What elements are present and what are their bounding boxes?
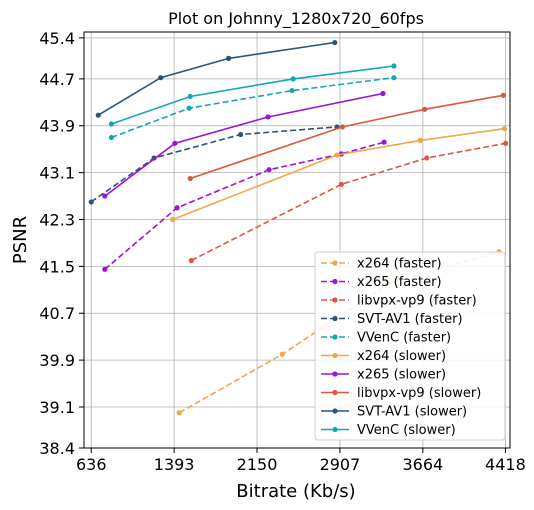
- legend-label: x265 (slower): [357, 368, 446, 383]
- data-point: [332, 39, 338, 46]
- data-point: [158, 75, 164, 81]
- x-tick-label: 2150: [237, 455, 278, 474]
- x-axis-label: Bitrate (Kb/s): [236, 481, 355, 502]
- data-point: [186, 105, 192, 111]
- series-7: [187, 92, 507, 182]
- data-point: [381, 139, 387, 145]
- data-point: [176, 410, 182, 416]
- data-point: [290, 76, 296, 82]
- x-axis-ticks: 636 1393 2150 2907 3664 4418: [76, 448, 526, 474]
- y-axis-label: PSNR: [10, 216, 31, 264]
- y-tick-label: 43.9: [39, 117, 75, 136]
- data-point: [88, 199, 94, 205]
- series-line: [104, 92, 384, 197]
- series-line: [189, 94, 504, 180]
- series-6: [102, 90, 386, 199]
- legend-label: VVenC (slower): [357, 423, 456, 438]
- y-axis-ticks: 38.4 39.1 39.9 40.7 41.5 42.3 43.1 43.9 44.7 45.4: [39, 29, 84, 458]
- data-point: [170, 216, 176, 223]
- data-point: [102, 193, 108, 199]
- x-tick-label: 2907: [320, 455, 361, 474]
- legend-label: x264 (faster): [357, 257, 442, 272]
- legend-marker: [332, 334, 338, 340]
- series-line: [90, 126, 338, 203]
- y-tick-label: 44.7: [39, 70, 75, 89]
- data-point: [102, 266, 108, 272]
- legend-label: x265 (faster): [357, 275, 442, 290]
- data-point: [391, 63, 397, 69]
- legend-label: x264 (slower): [357, 349, 446, 364]
- legend-box: [314, 251, 506, 441]
- y-tick-label: 39.9: [39, 351, 75, 370]
- data-point: [391, 75, 397, 81]
- series-line: [190, 142, 506, 262]
- y-tick-label: 42.3: [39, 210, 75, 229]
- legend-label: SVT-AV1 (faster): [357, 312, 463, 327]
- data-point: [501, 126, 508, 132]
- data-point: [108, 134, 114, 141]
- data-point: [238, 131, 244, 138]
- y-tick-label: 40.7: [39, 304, 75, 323]
- data-point: [380, 90, 386, 97]
- legend-marker: [332, 315, 338, 322]
- data-point: [187, 93, 193, 100]
- data-point: [424, 155, 430, 161]
- series-line: [97, 41, 335, 116]
- plot-frame: [83, 31, 511, 449]
- y-tick-label: 45.4: [39, 29, 75, 48]
- legend-label: VVenC (faster): [357, 331, 451, 346]
- legend-label: libvpx-vp9 (faster): [357, 294, 477, 309]
- data-point: [187, 175, 193, 182]
- y-tick-label: 39.1: [39, 398, 75, 417]
- data-point: [225, 55, 232, 61]
- legend-marker: [332, 408, 338, 414]
- data-point: [172, 140, 178, 146]
- data-point: [338, 181, 344, 187]
- data-point: [339, 124, 346, 130]
- data-point: [500, 92, 507, 98]
- data-point: [188, 257, 194, 264]
- series-line: [172, 127, 505, 221]
- data-point: [265, 114, 271, 120]
- series-9: [108, 63, 397, 127]
- series-3: [88, 124, 340, 205]
- series-5: [170, 126, 508, 223]
- y-tick-label: 38.4: [39, 439, 75, 458]
- legend-marker: [332, 371, 338, 377]
- x-tick-label: 4418: [485, 455, 526, 474]
- x-tick-label: 3664: [402, 455, 443, 474]
- data-point: [334, 152, 340, 158]
- series-line: [111, 65, 395, 125]
- legend-label: libvpx-vp9 (slower): [357, 386, 481, 401]
- legend-marker: [332, 389, 338, 396]
- legend-marker: [332, 352, 338, 359]
- chart-title: Plot on Johnny_1280x720_60fps: [168, 9, 424, 29]
- data-point: [289, 87, 295, 94]
- legend: x264 (faster) x265 (faster) libvpx-vp9 (fa…: [314, 251, 506, 441]
- legend-marker: [332, 260, 338, 266]
- x-tick-label: 636: [76, 455, 107, 474]
- data-point: [279, 351, 285, 357]
- y-tick-label: 41.5: [39, 257, 75, 276]
- series-line: [111, 76, 395, 139]
- data-point: [266, 167, 272, 173]
- data-point: [174, 205, 180, 211]
- x-tick-label: 1393: [154, 455, 195, 474]
- series-2: [188, 140, 509, 264]
- legend-marker: [332, 426, 338, 433]
- series-8: [95, 39, 338, 118]
- series-4: [108, 75, 397, 141]
- legend-marker: [332, 297, 338, 303]
- data-point: [503, 140, 509, 146]
- legend-label: SVT-AV1 (slower): [357, 405, 467, 420]
- data-point: [417, 137, 423, 143]
- legend-marker: [332, 278, 338, 285]
- y-tick-label: 43.1: [39, 164, 75, 183]
- data-point: [108, 121, 114, 127]
- data-point: [95, 112, 101, 118]
- series-lines: [88, 39, 509, 416]
- data-point: [421, 106, 428, 112]
